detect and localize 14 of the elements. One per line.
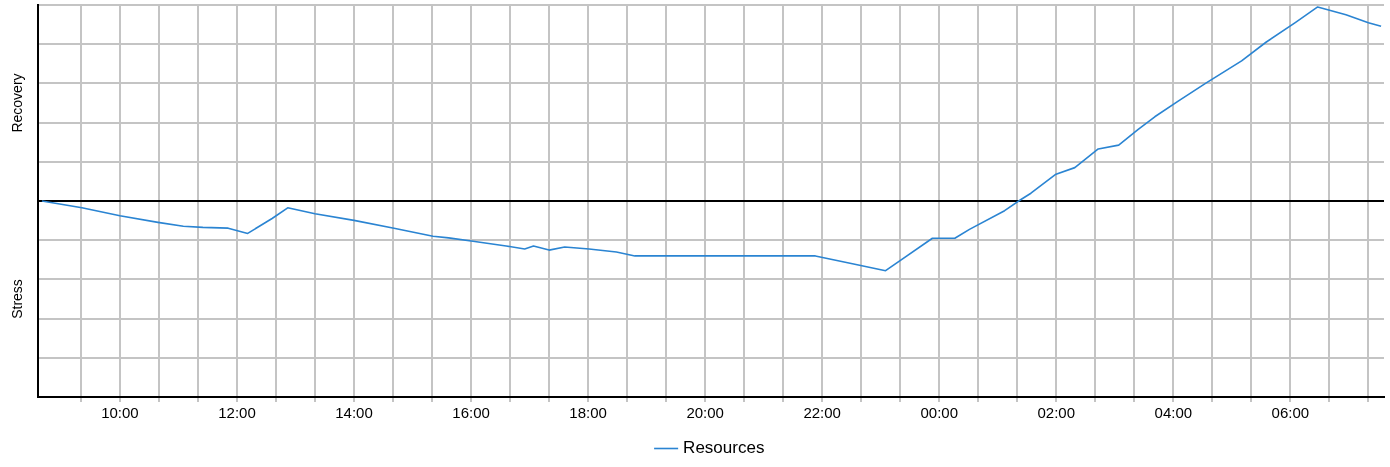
x-tick-label: 04:00 — [1154, 404, 1193, 422]
legend-label: Resources — [683, 438, 765, 458]
x-tick-label: 10:00 — [101, 404, 139, 422]
text: Stress — [8, 279, 25, 319]
x-tick-label: 14:00 — [335, 404, 373, 422]
x-tick-label: 20:00 — [686, 404, 724, 422]
x-tick-label: 00:00 — [920, 404, 959, 422]
x-tick-label: 18:00 — [569, 404, 607, 422]
x-tick-label: 22:00 — [803, 404, 841, 422]
x-tick-label: 02:00 — [1037, 404, 1076, 422]
x-tick-label: 16:00 — [452, 404, 490, 422]
x-tick-label: 06:00 — [1271, 404, 1310, 422]
text: Recovery — [8, 73, 25, 133]
x-tick-label: 12:00 — [218, 404, 256, 422]
